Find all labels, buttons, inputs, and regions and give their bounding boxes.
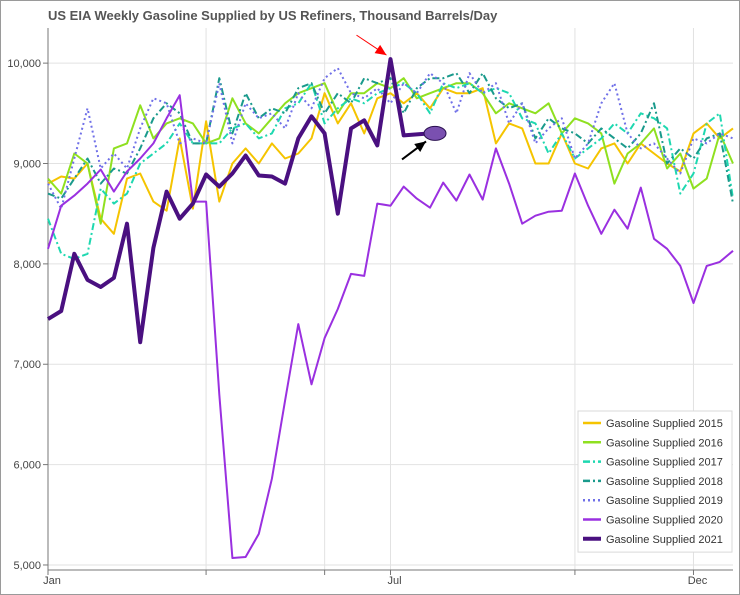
x-tick-label: Dec: [688, 575, 708, 587]
legend-label: Gasoline Supplied 2016: [606, 437, 723, 449]
y-tick-label: 6,000: [13, 460, 41, 472]
series-line-gasoline-supplied-2021: [46, 57, 431, 345]
legend-box: [577, 410, 733, 553]
y-tick-label: 8,000: [13, 259, 41, 271]
legend-label: Gasoline Supplied 2020: [606, 515, 723, 527]
legend-label: Gasoline Supplied 2019: [606, 495, 723, 507]
x-tick-label: Jan: [43, 575, 61, 587]
axes: 5,000 6,000 7,000 8,000 9,000 10,000 Jan Jul Dec: [7, 28, 733, 587]
series-line-gasoline-supplied-2017: [47, 82, 734, 260]
legend-label: Gasoline Supplied 2015: [606, 418, 723, 430]
y-tick-label: 10,000: [7, 58, 41, 70]
y-tick-label: 7,000: [13, 359, 41, 371]
chart-title: US EIA Weekly Gasoline Supplied by US Re…: [48, 8, 498, 23]
legend: Gasoline Supplied 2015 Gasoline Supplied …: [577, 410, 733, 553]
legend-label: Gasoline Supplied 2018: [606, 476, 723, 488]
y-tick-label: 9,000: [13, 159, 41, 171]
series-line-gasoline-supplied-2018: [47, 72, 734, 204]
black-arrow-head: [414, 141, 427, 152]
annotations: [356, 34, 447, 161]
legend-label: Gasoline Supplied 2017: [606, 457, 723, 469]
series-lines: [46, 57, 734, 559]
legend-label: Gasoline Supplied 2021: [606, 534, 723, 546]
series-line-gasoline-supplied-2019: [47, 67, 734, 210]
red-arrow-head: [374, 44, 387, 56]
series-line-gasoline-supplied-2020: [47, 94, 734, 559]
highlight-marker: [423, 125, 447, 141]
y-tick-label: 5,000: [13, 560, 41, 572]
x-tick-label: Jul: [387, 575, 401, 587]
